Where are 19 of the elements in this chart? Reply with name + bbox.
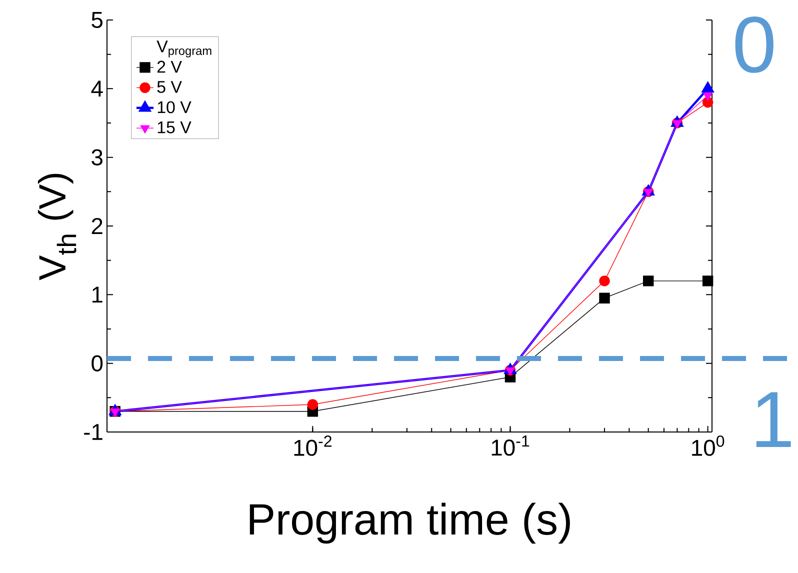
legend-label: 5 V — [157, 81, 182, 93]
x-tick-label: 10$^{0}$ — [692, 436, 724, 456]
y-tick-label: 0 — [92, 355, 103, 372]
y-tick-label: 1 — [92, 286, 102, 303]
y-tick-label: 4 — [91, 80, 103, 97]
text: 0 — [735, 16, 774, 73]
x-tick-label: 10$^{-2}$ — [294, 436, 332, 456]
text: 1 — [756, 392, 791, 448]
legend-title: V$_{program}$ — [156, 40, 212, 58]
y-axis-title: V$_{th}$ (V) — [38, 174, 76, 280]
x-tick-label: 10$^{-1}$ — [492, 436, 530, 456]
y-tick-label: -1 — [84, 424, 102, 440]
y-tick-label: 5 — [92, 12, 103, 28]
x-axis-title: Program time (s) — [250, 502, 570, 544]
y-tick-label: 2 — [92, 218, 102, 234]
legend-label: 2 V — [157, 60, 182, 73]
legend-label: 15 V — [158, 122, 192, 134]
y-tick-label: 3 — [92, 149, 102, 166]
legend-label: 10 V — [158, 101, 192, 114]
